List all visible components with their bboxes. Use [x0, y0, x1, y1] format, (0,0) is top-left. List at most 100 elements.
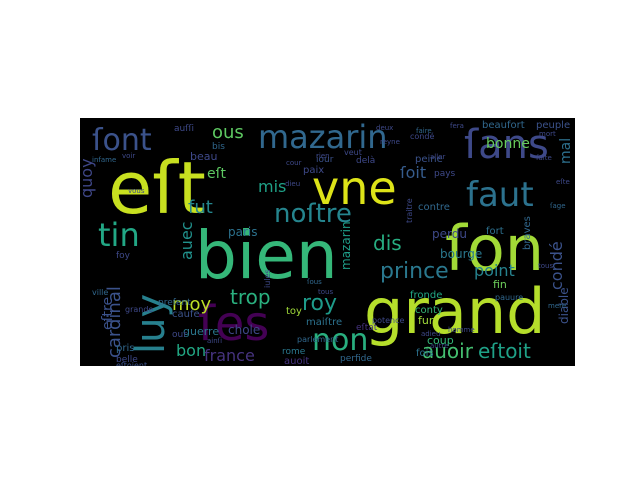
word: delà: [356, 156, 375, 166]
word: chole: [228, 323, 260, 337]
word: pris: [116, 343, 134, 354]
word: perdu: [432, 227, 467, 241]
word: condé: [547, 241, 566, 290]
word: contre: [418, 202, 450, 213]
word: ſans: [464, 122, 549, 168]
word: eſtre: [100, 297, 116, 330]
word: mis: [258, 177, 286, 196]
word: ſon: [445, 212, 544, 285]
word: quoy: [80, 158, 96, 198]
word: dis: [373, 231, 402, 255]
word: luy: [128, 294, 174, 354]
word: bonne: [486, 136, 530, 152]
word: fin: [493, 278, 507, 291]
word: cour: [286, 159, 302, 167]
word: fort: [486, 226, 504, 237]
word: toy: [286, 306, 302, 317]
word: bis: [212, 142, 225, 152]
word: peuple: [536, 120, 570, 131]
word: pauure: [495, 293, 523, 302]
word: auoit: [284, 356, 309, 366]
word: eſtoient: [116, 361, 147, 366]
word: mal: [558, 138, 574, 164]
word: pays: [434, 169, 456, 179]
word: noſtre: [274, 199, 352, 229]
word: non: [312, 323, 368, 358]
word: ſont: [92, 123, 152, 158]
word: adieu: [421, 330, 440, 338]
word: peine: [415, 154, 443, 165]
word: voir: [122, 152, 135, 160]
word: vne: [312, 161, 397, 215]
word: faut: [466, 175, 534, 215]
word: belle: [116, 355, 138, 365]
word: caufe: [172, 309, 200, 320]
word: bien: [195, 217, 338, 294]
word: eſte: [556, 178, 570, 186]
word: faire: [416, 127, 432, 135]
word: fronde: [410, 290, 442, 301]
word: coup: [427, 334, 454, 347]
word: rien: [316, 152, 330, 160]
word: fera: [450, 122, 464, 130]
word: trop: [230, 285, 271, 309]
word: grande: [125, 305, 153, 314]
word: cardinal: [104, 286, 125, 358]
word: eſtoit: [478, 339, 531, 363]
word: traitre: [405, 198, 414, 223]
word: faite: [536, 154, 552, 162]
word: bon: [176, 341, 206, 360]
word: perfide: [340, 354, 372, 364]
word: iour: [316, 155, 334, 165]
word: grand: [364, 275, 546, 348]
word: fois: [416, 348, 434, 359]
word: infame: [92, 156, 116, 164]
word: mort: [539, 130, 556, 138]
word: parlement: [297, 335, 338, 344]
word: ainſi: [207, 337, 222, 345]
word: reyne: [380, 138, 400, 146]
word: conty: [415, 305, 443, 316]
word: vous: [128, 187, 145, 195]
word: eſt: [108, 146, 206, 230]
word: ſoit: [400, 163, 426, 182]
word: moy: [172, 294, 212, 315]
word: homme: [448, 326, 475, 334]
word: prince: [380, 259, 449, 284]
word: paix: [303, 165, 324, 176]
word: beaufort: [482, 120, 525, 131]
word: iules: [263, 269, 272, 288]
word: ſage: [550, 202, 566, 210]
word: ous: [212, 122, 244, 143]
word: bourge: [440, 247, 482, 261]
word: eſtat: [356, 323, 378, 333]
word: tous: [318, 288, 333, 296]
word: mazarin: [339, 221, 353, 270]
word: aller: [430, 153, 445, 161]
word-cloud-canvas: eſt ſon bien grand vne ſes ſans mazarin faut luy ſ…: [80, 118, 574, 366]
word: point: [474, 261, 515, 280]
word: condé: [410, 131, 434, 141]
word: fur: [418, 314, 434, 327]
word: preſent: [158, 298, 191, 308]
word: ville: [92, 288, 108, 297]
word: autre: [430, 342, 449, 350]
word: beau: [190, 150, 217, 163]
word: france: [204, 346, 255, 365]
word: tin: [98, 216, 140, 254]
word: eſt: [207, 166, 227, 182]
word: mazarin: [258, 118, 388, 156]
word: auec: [177, 221, 196, 260]
word: auſſi: [174, 124, 194, 134]
word: fut: [188, 197, 213, 218]
word: veut: [344, 148, 362, 157]
word: rome: [282, 347, 306, 357]
word: potence: [372, 316, 405, 325]
word: guerre: [183, 325, 219, 338]
word: foy: [116, 251, 131, 261]
word: braves: [522, 216, 533, 250]
word: dieu: [285, 180, 300, 188]
word: roy: [302, 291, 337, 316]
word: ſous: [307, 278, 322, 286]
word: deux: [376, 124, 393, 132]
